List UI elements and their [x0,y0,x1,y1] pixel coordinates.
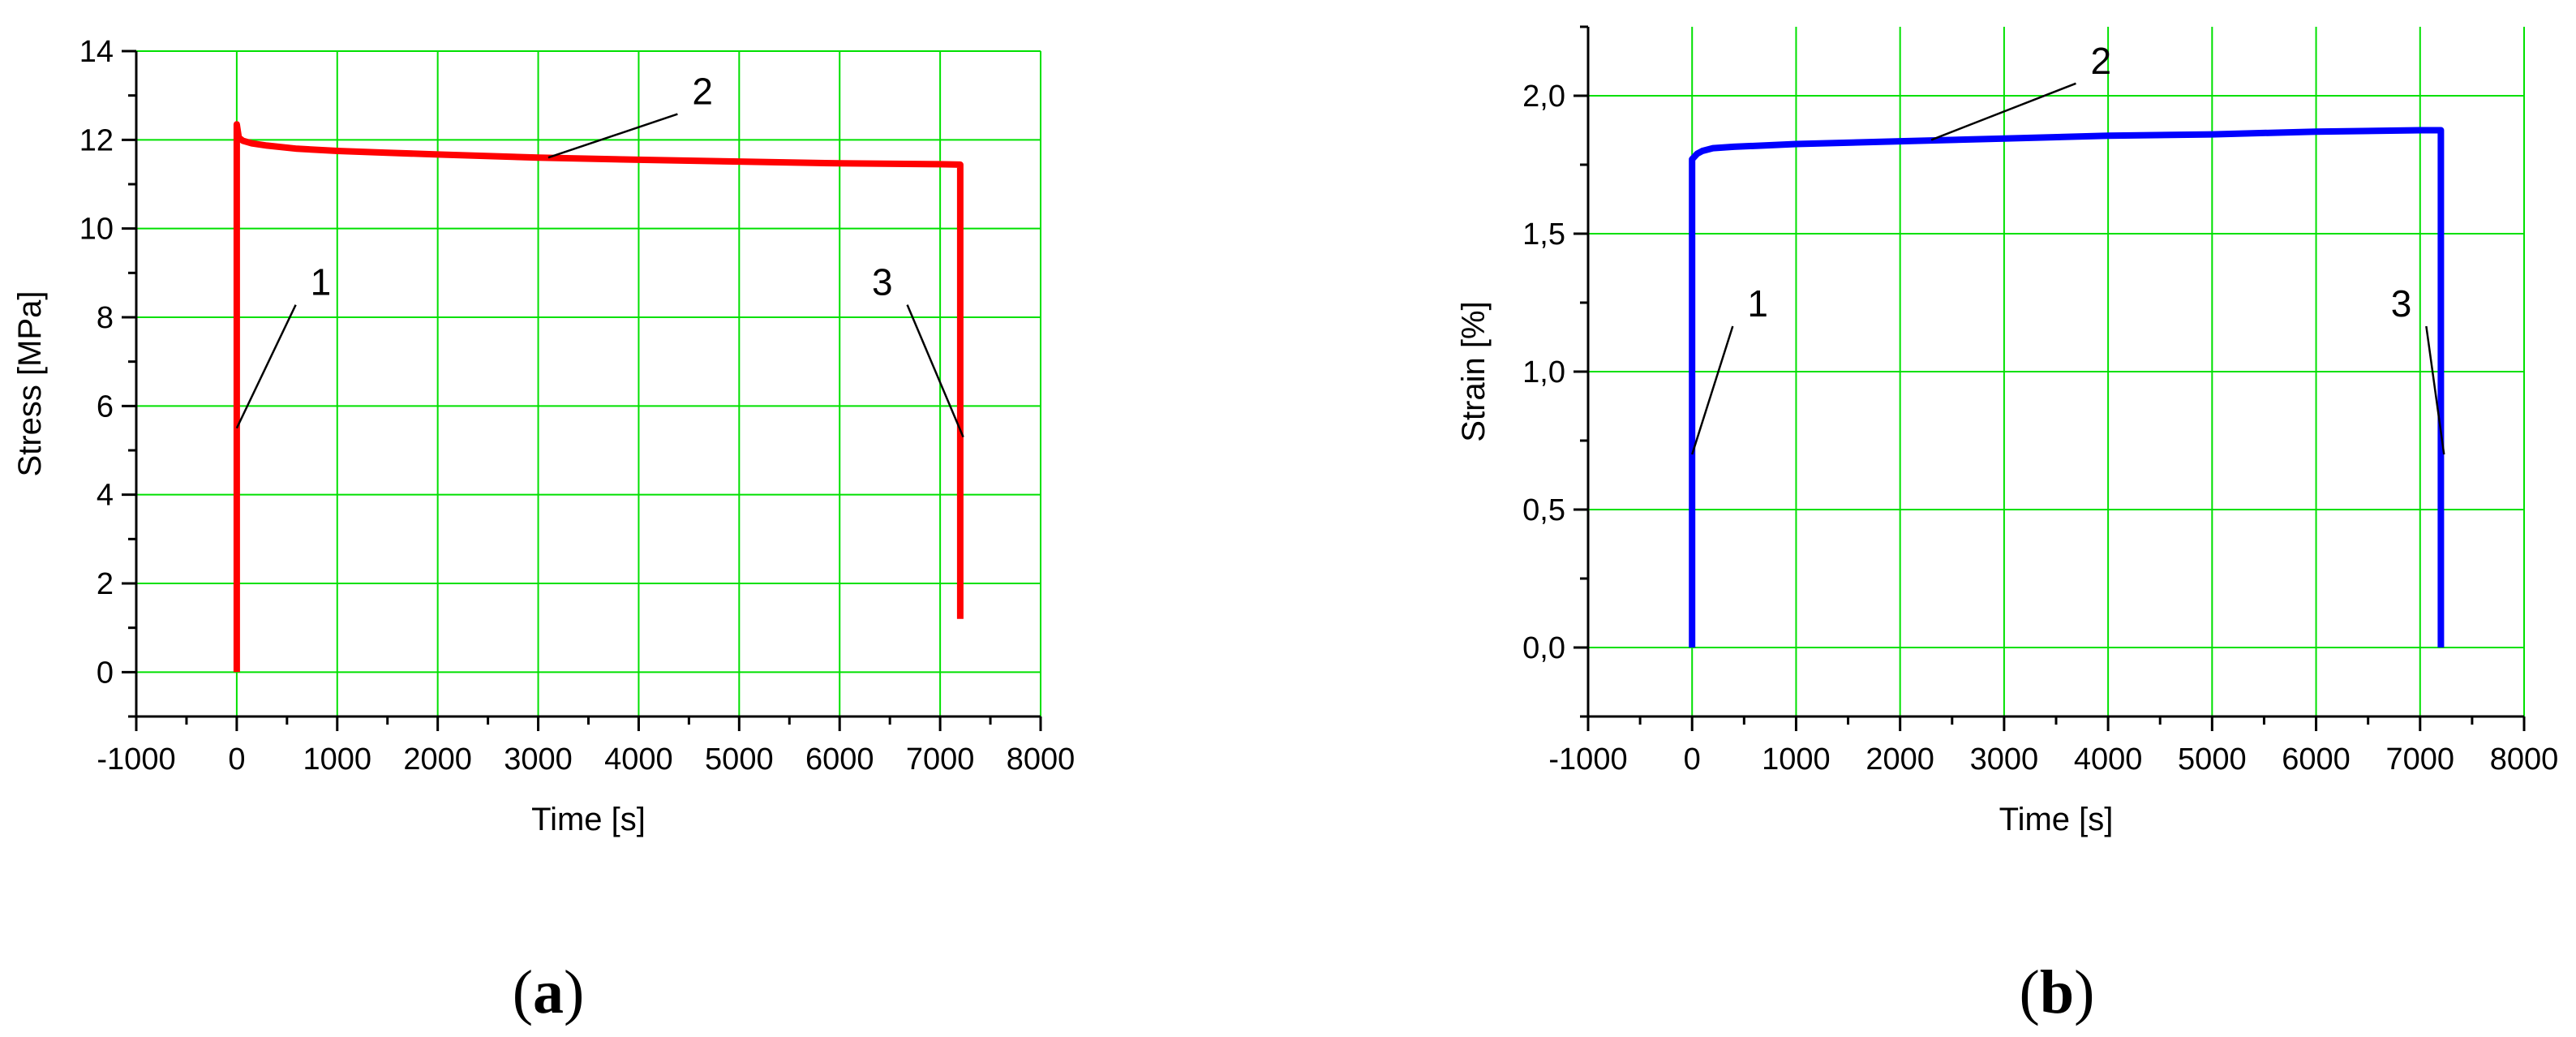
annotation-label: 1 [1747,282,1768,325]
y-tick-label: 0 [97,656,114,690]
y-tick-label: 2,0 [1522,80,1565,114]
strain-chart-panel: -1000 0 1000 2000 3000 4000 5000 6000 7000 8000 0,… [1456,25,2559,1026]
x-tick-label: 4000 [604,742,673,777]
annotation-label: 1 [311,261,332,303]
x-tick-label: 7000 [2386,742,2455,777]
annotation-leader [2425,325,2445,455]
y-tick-label: 8 [97,301,114,335]
annotation-label: 2 [692,71,713,113]
x-tick-label: 2000 [403,742,472,777]
x-tick-label: -1000 [1548,742,1627,777]
annotation-leader [906,304,964,438]
x-axis-title: Time [s] [531,802,646,837]
y-tick-label: 6 [97,389,114,424]
x-tick-label: 0 [228,742,245,777]
panel-label: (b) [2020,958,2095,1026]
y-tick-label: 14 [79,35,114,69]
annotation-leader [547,113,678,159]
y-tick-label: 4 [97,479,114,513]
x-tick-label: 8000 [1007,742,1075,777]
annotation-label: 2 [2090,40,2111,82]
y-tick-label: 12 [79,123,114,157]
annotation-leader [1930,82,2076,141]
x-tick-label: 1000 [303,742,372,777]
strain-series-line [1689,127,2445,648]
panel-label: (a) [513,958,585,1026]
x-tick-label: 6000 [805,742,874,777]
x-tick-label: 6000 [2282,742,2351,777]
x-tick-label: 0 [1684,742,1701,777]
y-tick-label: 2 [97,567,114,601]
x-tick-label: 4000 [2074,742,2143,777]
stress-chart-panel: -1000 0 1000 2000 3000 4000 5000 6000 7000 8000 0 2… [12,35,1075,1026]
y-tick-label: 0,0 [1522,631,1565,665]
annotation-label: 3 [872,261,893,303]
x-tick-label: 8000 [2490,742,2559,777]
annotation-leader [235,304,297,429]
y-tick-label: 1,0 [1522,355,1565,389]
y-tick-label: 1,5 [1522,217,1565,252]
y-axis-title: Strain [%] [1456,301,1492,441]
x-tick-label: 3000 [1970,742,2039,777]
x-tick-label: 5000 [705,742,774,777]
stress-series-line [233,121,964,673]
x-tick-label: 2000 [1865,742,1934,777]
x-tick-label: 7000 [906,742,975,777]
y-tick-label: 0,5 [1522,493,1565,527]
y-tick-label: 10 [79,213,114,247]
y-axis-title: Stress [MPa] [12,291,48,477]
x-axis-title: Time [s] [1999,802,2114,837]
annotation-label: 3 [2391,282,2412,325]
annotation-leader [1691,325,1734,455]
x-tick-label: 1000 [1762,742,1831,777]
x-tick-label: 5000 [2178,742,2247,777]
x-tick-label: 3000 [504,742,573,777]
x-tick-label: -1000 [97,742,175,777]
